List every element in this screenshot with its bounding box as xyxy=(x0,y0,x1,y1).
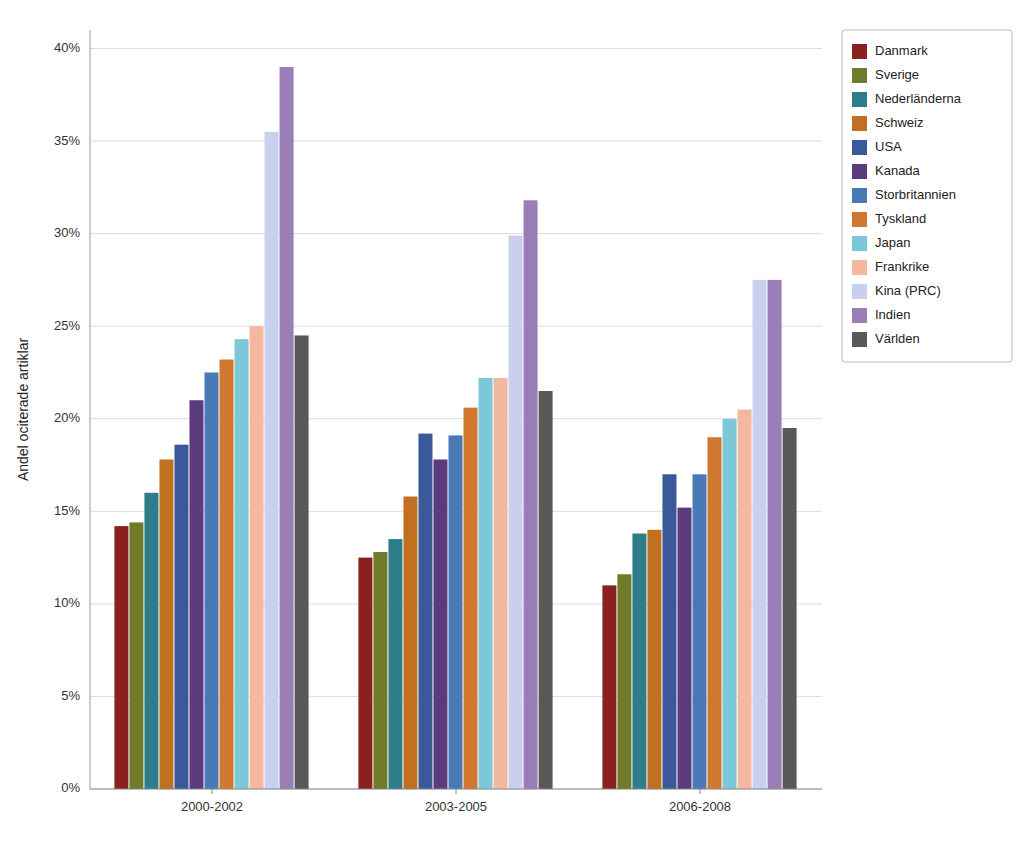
legend-swatch xyxy=(852,44,867,59)
bar xyxy=(723,419,737,789)
bar xyxy=(448,435,462,789)
bar xyxy=(280,67,294,789)
legend-label: USA xyxy=(875,139,902,154)
bars xyxy=(114,67,796,789)
y-tick-label: 5% xyxy=(61,688,80,703)
legend-swatch xyxy=(852,68,867,83)
bar-series xyxy=(265,132,767,789)
y-tick-label: 30% xyxy=(54,225,80,240)
bar xyxy=(708,437,722,789)
legend-label: Indien xyxy=(875,307,910,322)
legend-label: Nederländerna xyxy=(875,91,962,106)
legend: Danmark Sverige Nederländerna Schweiz USA Kan… xyxy=(842,30,1012,362)
bar xyxy=(677,508,691,789)
bar xyxy=(144,493,158,789)
legend-label: Tyskland xyxy=(875,211,926,226)
page: {"chart_data": {"type": "bar", "categori… xyxy=(0,0,1032,849)
legend-swatch xyxy=(852,308,867,323)
bar xyxy=(295,335,309,789)
bar xyxy=(129,522,143,789)
bar xyxy=(692,474,706,789)
legend-label: Sverige xyxy=(875,67,919,82)
bar xyxy=(189,400,203,789)
bar-series xyxy=(280,67,782,789)
bar xyxy=(738,410,752,790)
y-tick-label: 40% xyxy=(54,40,80,55)
bar xyxy=(509,235,523,789)
y-tick-label: 15% xyxy=(54,503,80,518)
legend-label: Schweiz xyxy=(875,115,923,130)
legend-swatch xyxy=(852,212,867,227)
legend-swatch xyxy=(852,188,867,203)
bar xyxy=(768,280,782,789)
bar xyxy=(632,534,646,789)
x-tick-label: 2000-2002 xyxy=(181,799,243,814)
bar xyxy=(617,574,631,789)
grid-line xyxy=(90,141,822,142)
bar xyxy=(114,526,128,789)
legend-frame xyxy=(842,30,1012,362)
bar xyxy=(464,408,478,789)
bar xyxy=(418,434,432,789)
bar-series xyxy=(250,326,752,789)
bar xyxy=(753,280,767,789)
y-tick-label: 35% xyxy=(54,133,80,148)
legend-swatch xyxy=(852,116,867,131)
y-tick-label: 20% xyxy=(54,410,80,425)
y-tick-label: 0% xyxy=(61,780,80,795)
bar xyxy=(358,558,372,789)
legend-swatch xyxy=(852,236,867,251)
legend-label: Världen xyxy=(875,331,920,346)
legend-swatch xyxy=(852,260,867,275)
legend-label: Kanada xyxy=(875,163,921,178)
y-tick-label: 10% xyxy=(54,595,80,610)
legend-swatch xyxy=(852,332,867,347)
x-tick-label: 2003-2005 xyxy=(425,799,487,814)
bar xyxy=(524,200,538,789)
legend-swatch xyxy=(852,140,867,155)
bar xyxy=(174,445,188,789)
bar xyxy=(403,497,417,789)
bar xyxy=(662,474,676,789)
x-tick xyxy=(700,789,701,794)
y-axis-title: Andel ociterade artiklar xyxy=(15,338,31,482)
bar xyxy=(235,339,249,789)
bar xyxy=(783,428,797,789)
bar xyxy=(539,391,553,789)
y-axis-line xyxy=(90,30,91,789)
bar xyxy=(250,326,264,789)
bar xyxy=(479,378,493,789)
y-grid xyxy=(90,49,822,789)
bar xyxy=(204,372,218,789)
bar xyxy=(159,459,173,789)
legend-swatch xyxy=(852,164,867,179)
bar xyxy=(647,530,661,789)
bar xyxy=(265,132,279,789)
bar xyxy=(494,378,508,789)
legend-label: Storbritannien xyxy=(875,187,956,202)
x-tick xyxy=(212,789,213,794)
x-axis: 2000-2002 2003-2005 2006-2008 xyxy=(90,789,822,814)
legend-swatch xyxy=(852,284,867,299)
bar xyxy=(388,539,402,789)
y-axis: 0% 5% 10% 15% 20% 25% 30% 35% 40% xyxy=(54,30,90,795)
x-tick-label: 2006-2008 xyxy=(669,799,731,814)
bar-series xyxy=(295,335,797,789)
legend-label: Japan xyxy=(875,235,910,250)
bar xyxy=(373,552,387,789)
grid-line xyxy=(90,233,822,234)
bar-series xyxy=(235,339,737,789)
y-tick-label: 25% xyxy=(54,318,80,333)
grid-line xyxy=(90,326,822,327)
chart: 0% 5% 10% 15% 20% 25% 30% 35% 40% Andel ociterade… xyxy=(0,0,1032,849)
legend-swatch xyxy=(852,92,867,107)
legend-label: Danmark xyxy=(875,43,928,58)
bar xyxy=(433,459,447,789)
legend-label: Kina (PRC) xyxy=(875,283,941,298)
bar xyxy=(602,585,616,789)
x-tick xyxy=(456,789,457,794)
grid-line xyxy=(90,48,822,49)
legend-label: Frankrike xyxy=(875,259,929,274)
bar xyxy=(220,360,234,789)
